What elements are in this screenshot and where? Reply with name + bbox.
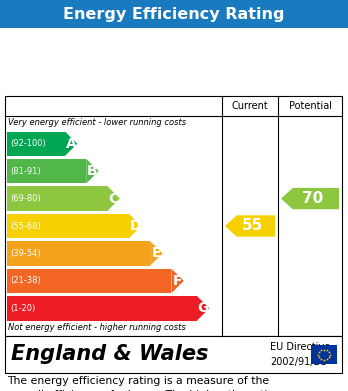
Polygon shape [65, 131, 77, 156]
Polygon shape [108, 187, 120, 211]
Text: Not energy efficient - higher running costs: Not energy efficient - higher running co… [8, 323, 186, 332]
Text: (92-100): (92-100) [10, 139, 46, 148]
Text: Energy Efficiency Rating: Energy Efficiency Rating [63, 7, 285, 22]
Text: D: D [129, 219, 141, 233]
Text: E: E [152, 246, 161, 260]
Text: Potential: Potential [288, 101, 332, 111]
Bar [0, 0, 348, 28]
Text: F: F [173, 274, 182, 288]
Bar [7, 131, 65, 156]
Bar [7, 241, 150, 265]
Text: (55-68): (55-68) [10, 221, 41, 231]
Text: C: C [109, 192, 119, 206]
Polygon shape [197, 296, 209, 321]
Text: (39-54): (39-54) [10, 249, 41, 258]
Text: (21-38): (21-38) [10, 276, 41, 285]
Text: B: B [87, 164, 98, 178]
Polygon shape [225, 215, 275, 237]
Bar [7, 214, 129, 238]
Text: Very energy efficient - lower running costs: Very energy efficient - lower running co… [8, 118, 186, 127]
Text: 70: 70 [302, 191, 323, 206]
Bar [7, 269, 172, 293]
Polygon shape [129, 214, 141, 238]
Text: Current: Current [232, 101, 268, 111]
Bar [5, 96, 342, 336]
Text: 55: 55 [242, 219, 263, 233]
Bar [7, 159, 86, 183]
Polygon shape [172, 269, 184, 293]
Bar [7, 296, 197, 321]
Text: EU Directive
2002/91/EC: EU Directive 2002/91/EC [270, 343, 330, 366]
Text: G: G [198, 301, 209, 315]
Text: A: A [66, 137, 77, 151]
Bar [5, 336, 342, 373]
Text: The energy efficiency rating is a measure of the
overall efficiency of a home. T: The energy efficiency rating is a measur… [7, 376, 282, 391]
Polygon shape [86, 159, 98, 183]
Text: (81-91): (81-91) [10, 167, 41, 176]
Polygon shape [150, 241, 163, 265]
Bar [311, 345, 337, 364]
Bar [7, 187, 108, 211]
Text: (69-80): (69-80) [10, 194, 41, 203]
Text: (1-20): (1-20) [10, 304, 35, 313]
Polygon shape [281, 188, 339, 209]
Text: England & Wales: England & Wales [11, 344, 208, 364]
